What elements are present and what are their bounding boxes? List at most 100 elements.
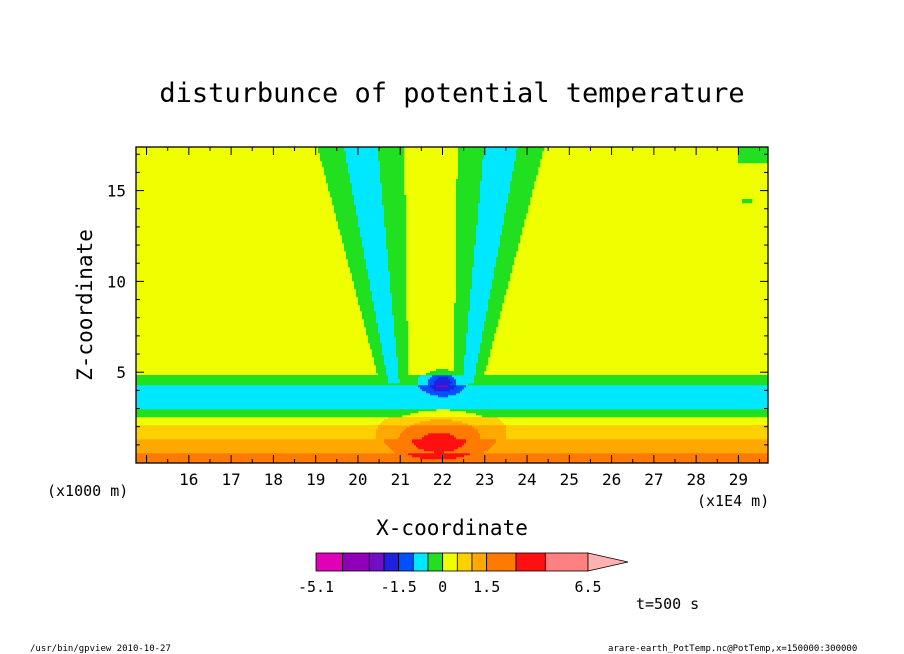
contour-cell <box>472 277 495 280</box>
contour-cell <box>336 217 359 220</box>
contour-cell <box>374 361 385 364</box>
contour-cell <box>510 181 535 184</box>
contour-cell <box>478 211 507 214</box>
contour-cell <box>396 345 409 348</box>
contour-cell <box>456 229 477 232</box>
contour-cell <box>428 383 435 386</box>
contour-cell <box>500 235 521 238</box>
contour-cell <box>368 271 391 274</box>
contour-cell <box>136 437 377 440</box>
contour-cell <box>484 329 497 332</box>
contour-cell <box>510 187 535 190</box>
contour-cell <box>478 361 489 364</box>
contour-cell <box>394 317 407 320</box>
contour-cell <box>480 185 511 188</box>
contour-cell <box>464 443 495 446</box>
contour-cell <box>456 207 479 210</box>
contour-cell <box>456 249 475 252</box>
contour-cell <box>364 257 389 260</box>
contour-cell <box>476 225 503 228</box>
contour-cell <box>458 155 485 158</box>
contour-cell <box>456 219 479 222</box>
contour-cell <box>478 205 507 208</box>
contour-cell <box>348 169 381 172</box>
contour-cell <box>450 409 769 412</box>
contour-cell <box>358 221 385 224</box>
contour-cell <box>360 307 375 310</box>
contour-cell <box>136 385 419 388</box>
contour-cell <box>348 165 381 168</box>
contour-cell <box>454 377 475 380</box>
contour-cell <box>516 155 543 158</box>
contour-cell <box>378 323 395 326</box>
contour-cell <box>456 457 769 460</box>
contour-cell <box>430 419 453 422</box>
contour-cell <box>386 369 399 372</box>
x-tick-label: 27 <box>644 470 663 489</box>
contour-cell <box>358 297 373 300</box>
contour-cell <box>488 307 503 310</box>
contour-cell <box>384 207 407 210</box>
contour-cell <box>380 175 405 178</box>
contour-cell <box>456 255 475 258</box>
contour-cell <box>384 219 407 222</box>
contour-cell <box>136 389 423 392</box>
contour-cell <box>474 375 769 378</box>
contour-cell <box>136 461 769 464</box>
contour-cell <box>466 347 481 350</box>
colorbar-label: -1.5 <box>381 578 417 596</box>
contour-cell <box>362 245 387 248</box>
contour-cell <box>452 419 501 422</box>
contour-cell <box>398 437 423 440</box>
contour-cell <box>476 235 501 238</box>
contour-cell <box>344 247 365 250</box>
contour-cell <box>470 293 491 296</box>
contour-cell <box>390 285 407 288</box>
contour-cell <box>456 213 479 216</box>
axis-ticks <box>136 147 768 463</box>
contour-cell <box>480 199 509 202</box>
contour-cell <box>136 377 389 380</box>
contour-cell <box>396 353 409 356</box>
contour-cell <box>364 249 389 252</box>
contour-cell <box>366 263 389 266</box>
contour-cell <box>468 317 487 320</box>
contour-cell <box>388 417 499 420</box>
contour-cell <box>470 297 491 300</box>
contour-cell <box>438 377 449 380</box>
contour-cell <box>738 151 769 154</box>
contour-cell <box>480 433 507 436</box>
contour-cell <box>468 315 487 318</box>
contour-cell <box>454 309 471 312</box>
contour-cell <box>352 183 383 186</box>
colorbar-swatch <box>486 552 517 572</box>
contour-cell <box>418 379 429 382</box>
x-tick-label: 16 <box>179 470 198 489</box>
colorbar-swatch <box>427 552 444 572</box>
contour-cell <box>384 225 407 228</box>
contour-cell <box>376 369 387 372</box>
contour-cell <box>396 343 409 346</box>
contour-cell <box>478 359 489 362</box>
contour-cell <box>470 309 489 312</box>
contour-cell <box>328 183 353 186</box>
contour-cell <box>136 405 769 408</box>
contour-cell <box>738 155 769 158</box>
contour-cell <box>434 389 451 392</box>
colorbar-label: 0 <box>438 578 447 596</box>
contour-cell <box>490 291 507 294</box>
contour-cell <box>340 233 361 236</box>
contour-cell <box>738 157 769 160</box>
contour-cell <box>374 359 385 362</box>
contour-cell <box>458 147 485 150</box>
contour-cell <box>348 263 367 266</box>
contour-cell <box>472 267 495 270</box>
contour-cell <box>352 187 383 190</box>
contour-cell <box>504 215 527 218</box>
contour-cell <box>396 351 409 354</box>
contour-cell <box>480 437 507 440</box>
contour-cell <box>400 379 419 382</box>
contour-cell <box>356 293 373 296</box>
contour-cell <box>390 277 407 280</box>
contour-cell <box>388 265 407 268</box>
